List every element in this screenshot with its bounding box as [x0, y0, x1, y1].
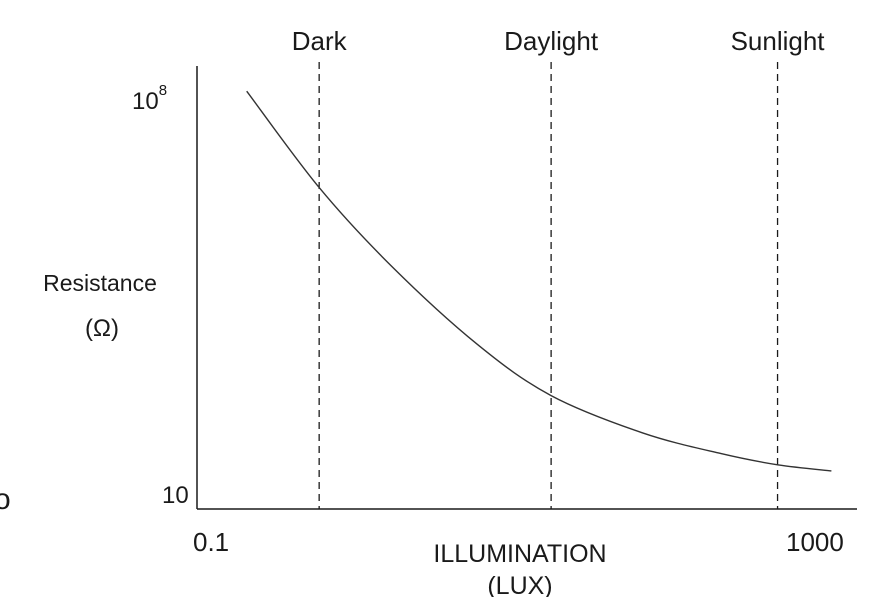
reference-label-daylight: Daylight: [504, 26, 599, 56]
y-tick-label-top: 108: [132, 82, 167, 115]
x-tick-label-left: 0.1: [193, 527, 229, 557]
x-tick-label-right: 1000: [786, 527, 844, 557]
reference-lines: Dark Daylight Sunlight: [292, 26, 826, 509]
series-layer: [246, 90, 832, 472]
y-tick-label-bottom: 10: [162, 482, 189, 509]
y-tick-top-exp: 8: [159, 82, 167, 99]
stray-text: o: [0, 483, 11, 516]
y-tick-top-base: 10: [132, 88, 159, 115]
x-axis-label-line1: ILLUMINATION: [433, 540, 606, 568]
y-axis-label-line2: (Ω): [85, 315, 119, 342]
reference-label-dark: Dark: [292, 26, 348, 56]
y-axis-label-line1: Resistance: [43, 270, 157, 296]
reference-label-sunlight: Sunlight: [731, 26, 826, 56]
series-line-0: [246, 90, 832, 472]
axes: [196, 66, 857, 510]
x-axis-label-line2: (LUX): [487, 572, 552, 597]
